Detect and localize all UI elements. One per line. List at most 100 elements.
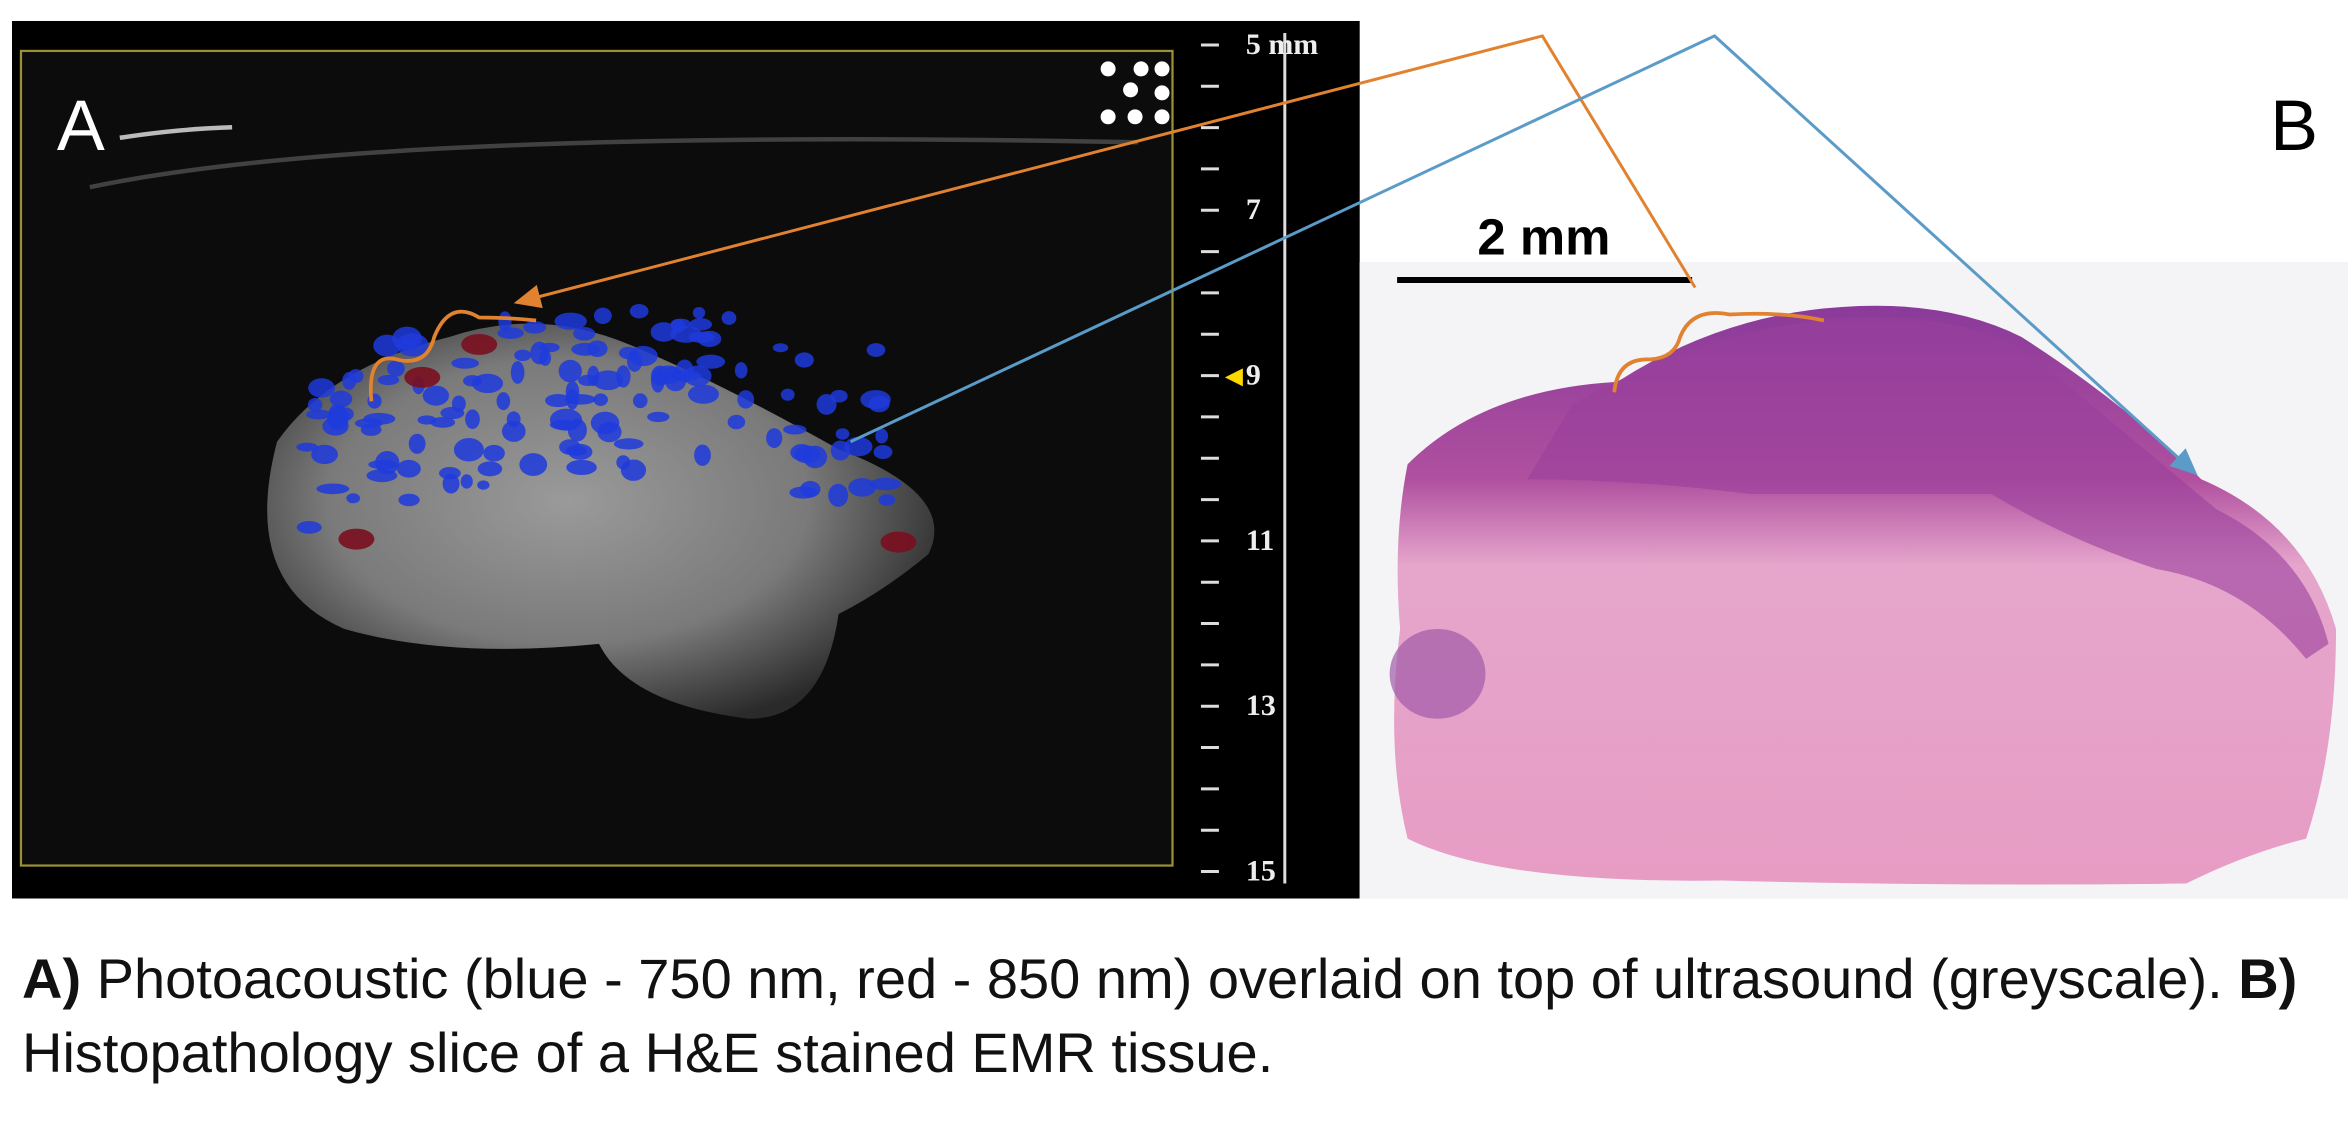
- logo-dot: [1100, 109, 1116, 125]
- photoacoustic-blue: [613, 438, 644, 450]
- photoacoustic-blue: [377, 374, 400, 386]
- photoacoustic-blue: [628, 345, 658, 367]
- logo-dot: [1154, 85, 1170, 101]
- photoacoustic-blue: [554, 312, 587, 330]
- bracket-a: [368, 309, 537, 402]
- photoacoustic-blue: [696, 354, 726, 369]
- photoacoustic-blue: [694, 444, 711, 466]
- photoacoustic-blue: [327, 403, 348, 428]
- photoacoustic-blue: [794, 445, 821, 464]
- photoacoustic-blue: [737, 390, 755, 409]
- logo-dot: [1127, 109, 1143, 125]
- logo-dot: [1133, 61, 1149, 77]
- photoacoustic-blue: [501, 420, 526, 442]
- photoacoustic-blue: [460, 474, 473, 489]
- photoacoustic-blue: [408, 433, 426, 454]
- photoacoustic-blue: [296, 521, 322, 534]
- photoacoustic-blue: [523, 321, 547, 334]
- photoacoustic-blue: [477, 461, 503, 477]
- photoacoustic-blue: [860, 390, 891, 410]
- photoacoustic-blue: [566, 459, 597, 476]
- photoacoustic-blue: [346, 493, 361, 504]
- arrow-orange: [513, 34, 1697, 309]
- photoacoustic-blue: [308, 378, 335, 398]
- photoacoustic-blue: [510, 361, 525, 384]
- logo-dot: [1123, 82, 1139, 98]
- caption-text: Photoacoustic (blue - 750 nm, red - 850 …: [81, 947, 2239, 1010]
- photoacoustic-blue: [592, 370, 624, 391]
- photoacoustic-blue: [692, 306, 706, 319]
- photoacoustic-blue: [828, 483, 849, 507]
- panel-label: B: [2270, 86, 2318, 166]
- photoacoustic-blue: [593, 393, 608, 406]
- photoacoustic-blue: [869, 477, 902, 491]
- logo: [1100, 61, 1170, 125]
- photoacoustic-blue: [688, 384, 719, 404]
- figure: A 5 mm 7 9 11 13 15 2 mm B: [11, 20, 2348, 899]
- photoacoustic-red: [880, 531, 917, 553]
- photoacoustic-blue: [565, 445, 588, 456]
- photoacoustic-blue: [497, 327, 524, 339]
- photoacoustic-blue: [549, 419, 578, 430]
- photoacoustic-blue: [629, 304, 649, 319]
- photoacoustic-blue: [430, 417, 456, 428]
- photoacoustic-blue: [307, 397, 323, 412]
- photoacoustic-blue: [783, 424, 807, 435]
- photoacoustic-blue: [848, 478, 876, 497]
- photoacoustic-blue: [306, 409, 331, 420]
- photoacoustic-blue: [794, 352, 814, 368]
- photoacoustic-blue: [573, 326, 596, 341]
- depth-label: 7: [1246, 193, 1261, 226]
- photoacoustic-blue: [772, 343, 789, 353]
- depth-label: 13: [1246, 689, 1276, 722]
- depth-scale: 5 mm 7 9 11 13 15: [1200, 28, 1318, 888]
- photoacoustic-blue: [670, 325, 702, 343]
- photoacoustic-blue: [398, 493, 420, 507]
- logo-dot: [1154, 109, 1170, 125]
- caption: A) Photoacoustic (blue - 750 nm, red - 8…: [22, 942, 2332, 1090]
- photoacoustic-blue: [866, 343, 886, 357]
- photoacoustic-blue: [650, 322, 677, 342]
- photoacoustic-blue: [727, 414, 746, 430]
- caption-label: B): [2238, 947, 2298, 1010]
- arrow-blue: [849, 34, 2198, 476]
- photoacoustic-blue: [296, 442, 318, 452]
- photoacoustic-blue: [477, 480, 490, 490]
- photoacoustic-blue: [530, 341, 549, 365]
- photoacoustic-blue: [671, 370, 702, 381]
- photoacoustic-blue: [597, 421, 622, 443]
- photoacoustic-blue: [472, 373, 504, 394]
- surface-echo: [89, 137, 1139, 190]
- photoacoustic-blue: [342, 372, 357, 390]
- photoacoustic-blue: [451, 395, 466, 412]
- photoacoustic-blue: [545, 393, 572, 408]
- photoacoustic-red: [404, 366, 441, 388]
- depth-label: 11: [1246, 524, 1274, 557]
- surface-echo: [119, 125, 233, 141]
- scale-bar-label: 2 mm: [1477, 209, 1610, 266]
- photoacoustic-blue: [329, 390, 353, 408]
- panel-label: A: [57, 86, 105, 166]
- photoacoustic-blue: [387, 360, 405, 377]
- photoacoustic-blue: [483, 444, 505, 462]
- photoacoustic-blue: [780, 388, 795, 401]
- focus-marker: [1224, 368, 1243, 387]
- photoacoustic-blue: [571, 342, 600, 356]
- photoacoustic-blue: [593, 307, 612, 324]
- depth-label: 5 mm: [1246, 28, 1318, 61]
- photoacoustic-blue: [311, 444, 338, 465]
- photoacoustic-blue: [734, 362, 748, 379]
- depth-label: 9: [1246, 359, 1261, 392]
- photoacoustic-blue: [647, 411, 670, 423]
- photoacoustic-blue: [566, 388, 579, 410]
- bracket-b: [1612, 311, 1825, 393]
- photoacoustic-blue: [816, 393, 837, 415]
- photoacoustic-blue: [766, 428, 783, 448]
- photoacoustic-blue: [616, 455, 631, 470]
- photoacoustic-blue: [451, 357, 479, 369]
- photoacoustic-blue: [835, 428, 850, 440]
- tissue-fold: [1389, 628, 1486, 719]
- caption-text: Histopathology slice of a H&E stained EM…: [22, 1021, 1274, 1084]
